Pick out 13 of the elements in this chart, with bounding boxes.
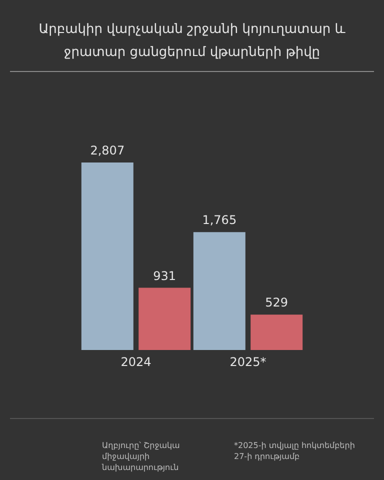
data-label: 529 <box>265 296 288 310</box>
bar <box>138 288 191 350</box>
data-label: 931 <box>153 268 176 283</box>
data-label: 2,807 <box>90 144 125 158</box>
x-tick-label: 2025* <box>230 355 266 369</box>
bar <box>81 162 134 350</box>
bar <box>193 232 246 350</box>
chart-title: Արբակիր վարչական շրջանի կոյուղատար և ջրատար ցանցերում վթարների թիվը <box>38 22 346 60</box>
text: Աղբյուրը՝ Շրջակա միջավայրի նախարարություն <box>102 440 181 473</box>
x-tick-label: 2024 <box>120 355 152 369</box>
bar <box>250 314 303 350</box>
text: *2025-ի տվյալը հոկտեմբերի 27-ի դրությամբ <box>234 440 356 462</box>
data-label: 1,765 <box>202 213 237 228</box>
